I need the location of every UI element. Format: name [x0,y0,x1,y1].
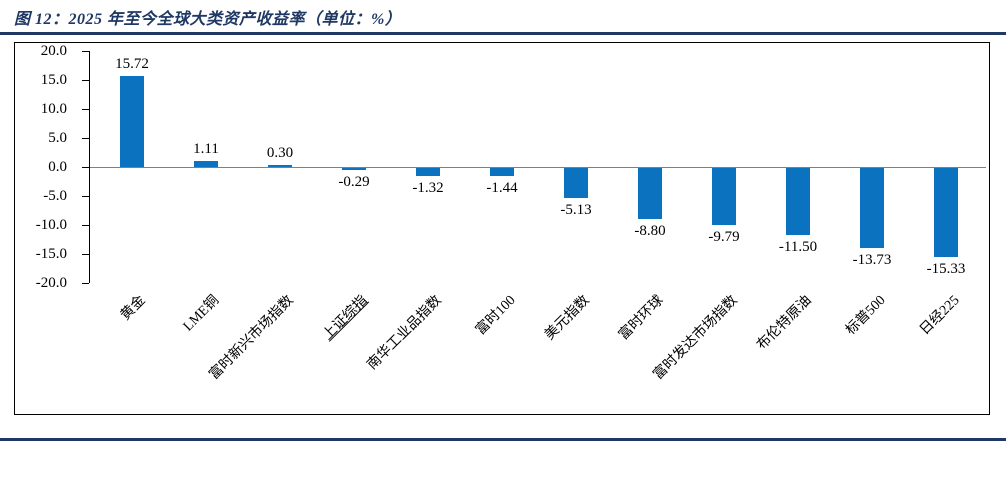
category-label: LME铜 [181,293,223,335]
bar-value-label: -9.79 [708,228,740,245]
y-tick [82,254,89,255]
bar [786,168,810,235]
bar [638,168,662,220]
category-label: 上证综指 [320,293,371,344]
y-tick-label: -15.0 [35,246,67,262]
bar [120,75,144,167]
category-label: 美元指数 [542,293,593,344]
bar [416,168,440,176]
bar [934,168,958,257]
category-label: 布伦特原油 [754,293,815,354]
y-tick-label: -20.0 [35,275,67,291]
y-tick-label: -10.0 [35,217,67,233]
bar-value-label: 1.11 [193,140,219,157]
bar [194,160,218,167]
bar-value-label: 15.72 [115,55,149,72]
y-tick-label: 10.0 [40,101,67,117]
bar-chart-plot: 20.0 15.0 10.0 5.0 0.0 -5.0 -10.0 -15.0 -20.0 15.… [15,43,989,414]
y-tick [82,196,89,197]
category-label: 富时100 [473,293,519,339]
zero-line [90,167,986,168]
y-tick-label: 0.0 [48,159,67,175]
bar [712,168,736,225]
y-tick-label: 5.0 [48,130,67,146]
category-label: 黄金 [118,293,149,324]
bar-value-label: -5.13 [560,201,592,218]
bar [564,168,588,198]
category-label: 日经225 [917,293,963,339]
category-label: 富时环球 [616,293,667,344]
chart-canvas: 20.0 15.0 10.0 5.0 0.0 -5.0 -10.0 -15.0 -20.0 15.… [14,42,990,415]
bar-value-label: -8.80 [634,223,666,240]
bar [490,168,514,177]
bar [342,168,366,170]
y-tick [82,167,89,168]
bar-value-label: -13.73 [852,251,892,268]
bar-value-label: -1.32 [412,179,444,196]
bar [268,165,292,167]
y-tick-label: -5.0 [43,188,67,204]
title-underline-rule [0,32,1006,35]
bar-value-label: 0.30 [266,145,294,162]
y-tick [82,51,89,52]
category-label: 标普500 [843,293,889,339]
category-label: 南华工业品指数 [364,293,445,373]
bar-value-label: -0.29 [338,173,370,190]
y-tick-label: 15.0 [40,72,67,88]
bar-value-label: -15.33 [926,260,966,277]
y-tick [82,80,89,81]
figure-bottom-rule [0,438,1006,441]
figure-title: 图 12：2025 年至今全球大类资产收益率（单位：%） [14,11,402,28]
bar-value-label: -1.44 [486,180,518,197]
bar [860,168,884,248]
y-axis-line [89,51,90,283]
y-tick [82,138,89,139]
bar-value-label: -11.50 [778,238,818,255]
y-tick-label: 20.0 [40,43,67,59]
y-tick [82,109,89,110]
y-tick [82,225,89,226]
y-tick [82,283,89,284]
